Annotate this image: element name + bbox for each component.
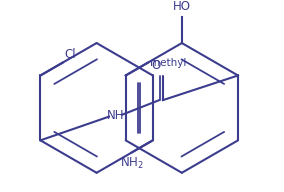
Text: Cl: Cl bbox=[65, 48, 76, 61]
Text: NH: NH bbox=[107, 109, 124, 122]
Text: methyl: methyl bbox=[150, 58, 186, 68]
Text: HO: HO bbox=[173, 0, 191, 13]
Text: O: O bbox=[151, 59, 160, 72]
Text: NH$_2$: NH$_2$ bbox=[120, 156, 144, 171]
